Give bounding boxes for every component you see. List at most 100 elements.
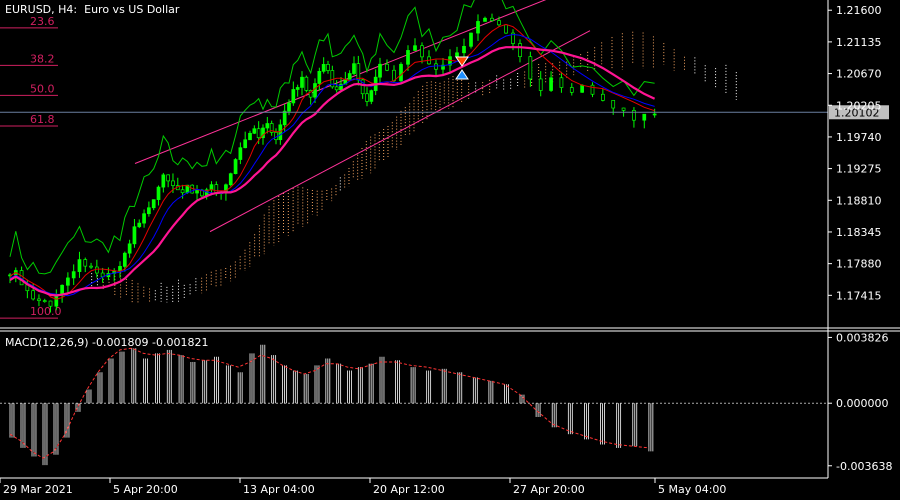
fib-level-label: 50.0 bbox=[30, 82, 55, 95]
candle-body bbox=[413, 45, 417, 51]
current-price-box bbox=[829, 105, 889, 120]
time-tick-label: 13 Apr 04:00 bbox=[243, 483, 315, 496]
candle-body bbox=[399, 63, 403, 82]
candle-body bbox=[89, 265, 93, 268]
candle-body bbox=[48, 300, 53, 307]
price-tick-label: 1.19740 bbox=[836, 131, 882, 144]
candle-body bbox=[601, 93, 605, 101]
price-tick-label: 1.20670 bbox=[836, 68, 882, 81]
candle-body bbox=[304, 76, 309, 91]
candle-body bbox=[291, 89, 296, 104]
candle-body bbox=[469, 32, 473, 47]
candle-body bbox=[385, 63, 389, 71]
candle-body bbox=[122, 252, 127, 267]
candle-body bbox=[313, 83, 317, 98]
candle-body bbox=[161, 174, 166, 188]
candle-body bbox=[490, 17, 494, 21]
candle-body bbox=[180, 189, 185, 194]
signal-arrows[interactable] bbox=[455, 56, 469, 80]
candle-body bbox=[156, 186, 161, 200]
macd-tick-label: -0.003638 bbox=[836, 460, 892, 473]
candle-body bbox=[308, 90, 313, 98]
time-tick-label: 20 Apr 12:00 bbox=[373, 483, 445, 496]
candle-body bbox=[248, 132, 252, 141]
sell-arrow-icon bbox=[455, 56, 469, 67]
candle-body bbox=[621, 107, 626, 111]
candle-body bbox=[420, 45, 424, 58]
ma-red-line bbox=[9, 23, 655, 300]
candle-body bbox=[378, 63, 382, 78]
candle-body bbox=[632, 110, 636, 121]
candle-body bbox=[238, 147, 243, 160]
fib-level-label: 61.8 bbox=[30, 113, 55, 126]
ma-layer bbox=[9, 23, 656, 300]
candle-body bbox=[339, 83, 343, 91]
candle-body bbox=[282, 110, 287, 126]
current-price-value: 1.20102 bbox=[834, 106, 880, 119]
macd-layer bbox=[0, 344, 828, 466]
candle-body bbox=[347, 73, 352, 80]
channel-upper bbox=[134, 0, 547, 164]
time-tick-label: 5 Apr 20:00 bbox=[113, 483, 178, 496]
candle-body bbox=[300, 76, 304, 88]
time-tick-label: 27 Apr 20:00 bbox=[513, 483, 585, 496]
candle-body bbox=[252, 128, 257, 134]
envelope-layer bbox=[9, 0, 655, 275]
price-tick-label: 1.21600 bbox=[836, 4, 882, 17]
candle-body bbox=[94, 266, 99, 274]
candle-body bbox=[580, 84, 584, 93]
price-tick-label: 1.18345 bbox=[836, 226, 882, 239]
candle-body bbox=[261, 127, 265, 139]
price-tick-label: 1.19275 bbox=[836, 163, 882, 176]
candle-body bbox=[142, 213, 146, 224]
candle-body bbox=[228, 173, 233, 186]
channel-layer bbox=[134, 0, 591, 233]
candle-body bbox=[209, 184, 214, 191]
ma-pink-line bbox=[9, 46, 656, 297]
candle-body bbox=[483, 17, 487, 22]
symbol-timeframe: EURUSD, H4: bbox=[5, 3, 78, 16]
candle-body bbox=[171, 180, 175, 186]
candle-body bbox=[132, 226, 137, 245]
envelope-line bbox=[9, 0, 655, 275]
candle-body bbox=[528, 56, 533, 80]
candle-body bbox=[441, 64, 445, 70]
candle-body bbox=[295, 87, 300, 90]
candle-body bbox=[256, 128, 261, 139]
candle-body bbox=[233, 159, 238, 175]
candle-body bbox=[569, 87, 574, 93]
candle-body bbox=[504, 24, 508, 34]
candle-body bbox=[406, 50, 410, 65]
candle-body bbox=[511, 32, 515, 44]
time-tick-label: 29 Mar 2021 bbox=[3, 483, 73, 496]
fib-layer: 23.6 38.2 50.0 61.8 100.0 bbox=[0, 15, 62, 319]
ma-blue-line bbox=[9, 33, 655, 297]
candle-body bbox=[214, 184, 219, 194]
chart-title: EURUSD, H4: Euro vs US Dollar bbox=[5, 3, 179, 16]
candle-body bbox=[559, 77, 564, 88]
candle-body bbox=[195, 189, 199, 194]
macd-signal-line bbox=[9, 347, 649, 459]
candle-body bbox=[317, 70, 322, 84]
candle-body bbox=[137, 222, 142, 228]
candle-body bbox=[118, 266, 122, 272]
macd-indicator-label: MACD(12,26,9) -0.001809 -0.001821 bbox=[5, 336, 209, 349]
price-tick-label: 1.17880 bbox=[836, 258, 882, 271]
candle-body bbox=[642, 113, 647, 121]
candle-body bbox=[31, 290, 36, 300]
macd-tick-label: 0.003826 bbox=[836, 331, 889, 344]
candle-body bbox=[326, 64, 330, 71]
candle-body bbox=[518, 43, 522, 58]
candle-body bbox=[462, 45, 466, 54]
candle-body bbox=[151, 199, 156, 209]
candle-body bbox=[278, 124, 283, 141]
price-tick-label: 1.20205 bbox=[836, 99, 882, 112]
candle-body bbox=[83, 259, 88, 267]
fib-level-label: 38.2 bbox=[30, 52, 55, 65]
candle-body bbox=[71, 271, 76, 279]
candle-body bbox=[334, 86, 339, 91]
candle-body bbox=[497, 20, 501, 26]
